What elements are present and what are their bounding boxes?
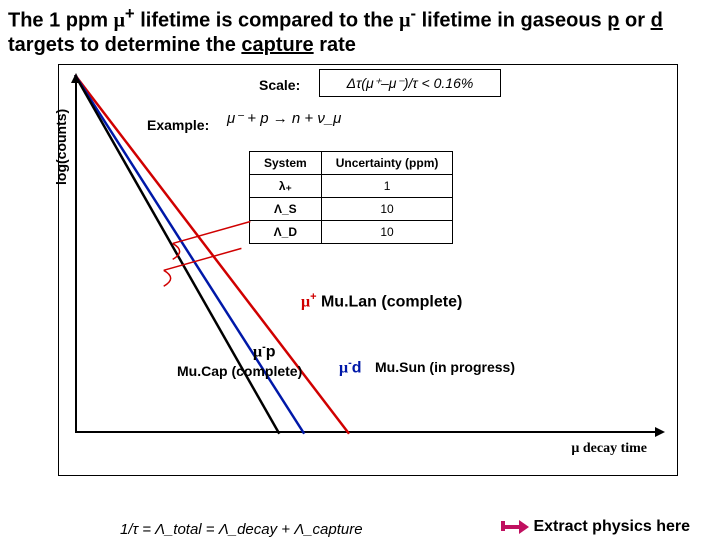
t-p2: lifetime is compared to the [135, 10, 400, 32]
x-axis-label: μ decay time [571, 439, 647, 457]
mulan-text: Mu.Lan (complete) [317, 293, 463, 310]
t-mu1: μ [114, 10, 125, 32]
slide-root: The 1 ppm μ+ lifetime is compared to the… [0, 0, 720, 540]
t-mu2: μ [399, 10, 410, 32]
slide-title: The 1 ppm μ+ lifetime is compared to the… [8, 4, 712, 57]
t-p6: rate [314, 34, 356, 56]
mu-glyph: μ [339, 359, 348, 376]
mu-glyph: μ [253, 343, 262, 360]
mu-glyph: μ [301, 293, 310, 310]
t-p4: or [619, 10, 650, 32]
footnote-text: Extract physics here [533, 518, 690, 535]
chart-container: log(counts) Scale: Δτ(μ⁺–μ⁻)/τ < 0.16% E… [58, 64, 678, 476]
t-p1: The 1 ppm [8, 10, 114, 32]
mu-p-label: μ-p [253, 341, 276, 361]
musun-text: Mu.Sun (in progress) [375, 359, 515, 375]
decay-lines-plot [75, 75, 663, 434]
p-text: p [266, 343, 276, 360]
rate-equation: 1/τ = Λ_total = Λ_decay + Λ_capture [120, 521, 363, 538]
arrow-icon [501, 519, 529, 535]
d-text: d [352, 359, 362, 376]
y-axis-label: log(counts) [53, 109, 69, 185]
t-du: d [651, 10, 663, 32]
mu-plus-label: μ+ Mu.Lan (complete) [301, 291, 462, 311]
t-p3: lifetime in gaseous [416, 10, 607, 32]
mu-d-label: μ-d [339, 357, 362, 377]
t-sup1: + [125, 4, 135, 23]
t-pu: p [607, 10, 619, 32]
mucap-text: Mu.Cap (complete) [177, 363, 302, 379]
t-p5: targets to determine the [8, 34, 241, 56]
t-capu: capture [241, 34, 313, 56]
extract-footnote: Extract physics here [501, 518, 690, 536]
